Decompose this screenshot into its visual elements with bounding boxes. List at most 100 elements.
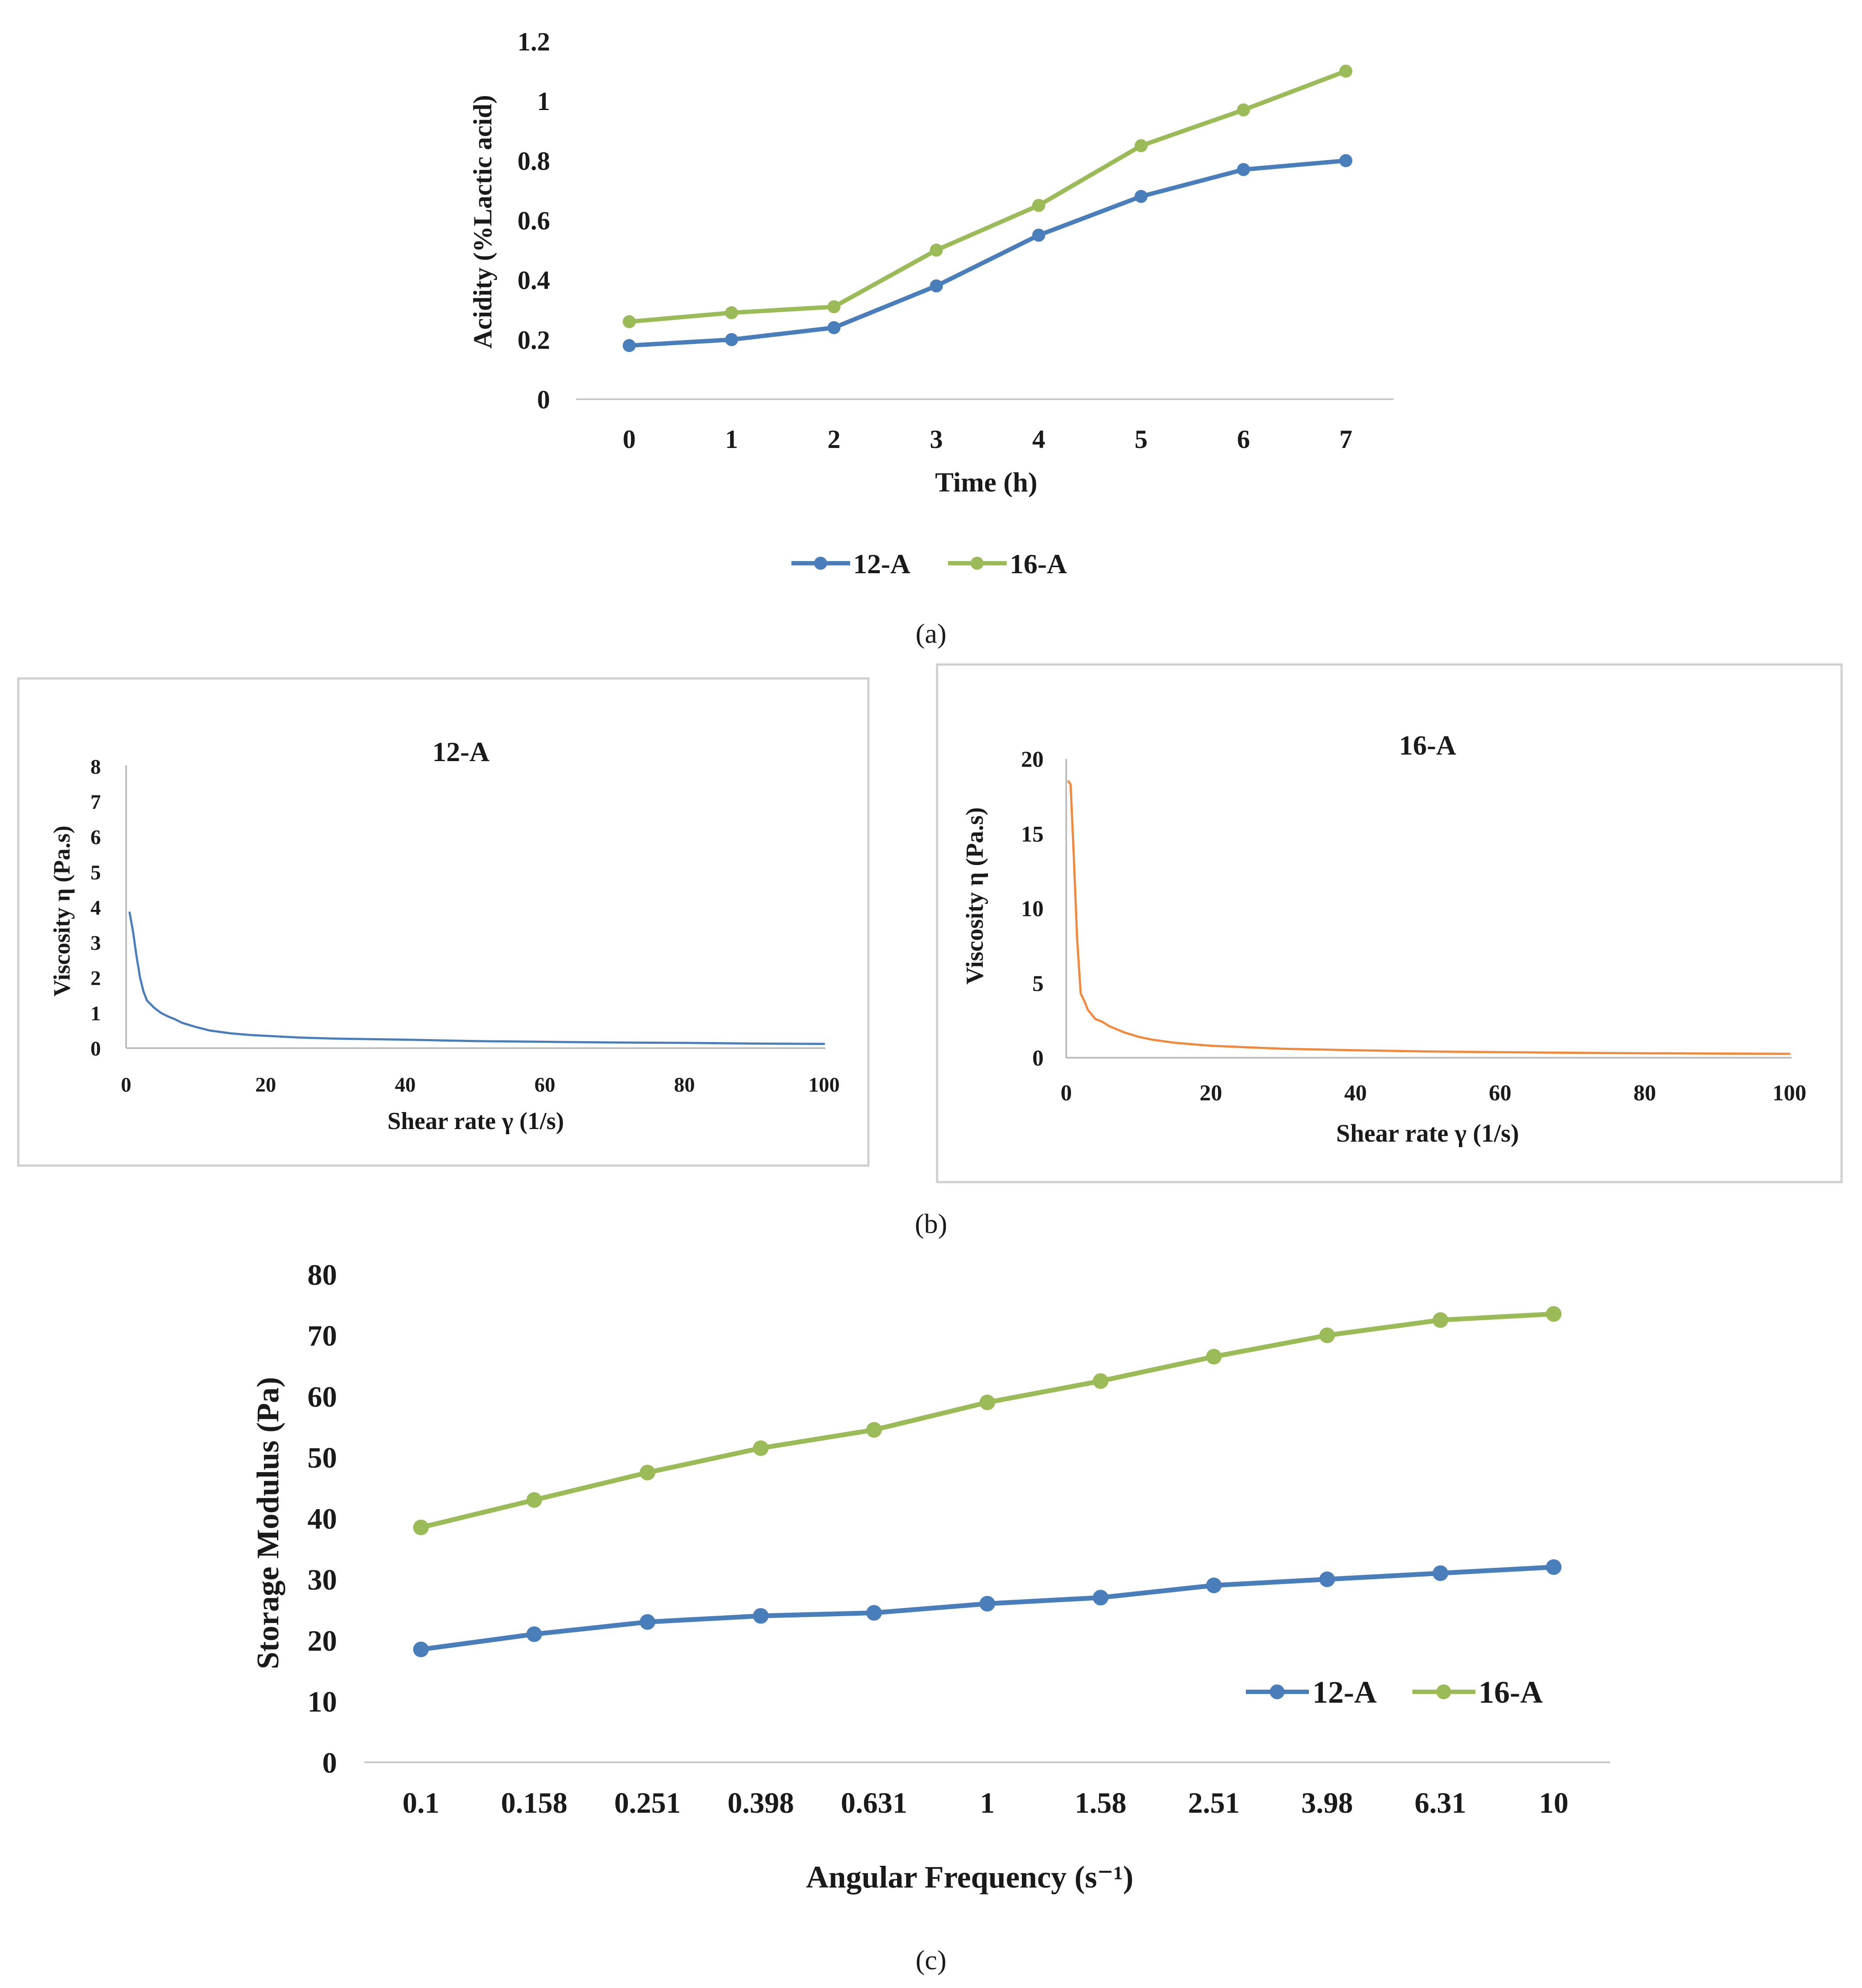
panel-c-y-axis-label: Storage Modulus (Pa) [250,1377,285,1669]
panel-b2-x-tick-40: 40 [1344,1081,1367,1106]
panel-a-x-tick-2: 2 [828,425,841,454]
panel-c-point-16-A-0-398 [753,1440,769,1456]
legend-marker-12-A [814,557,827,570]
panel-c-point-12-A-0-398 [753,1608,769,1624]
legend-label-12-A: 12-A [853,548,911,579]
panel-c-y-tick-0: 0 [322,1746,337,1779]
panel-c-point-16-A-6-31 [1432,1312,1448,1328]
panel-b2-x-tick-100: 100 [1772,1081,1806,1106]
panel-b2-y-tick-15: 15 [1021,822,1044,847]
panel-a-point-16-A-6 [1237,103,1250,117]
panel-b2-x-tick-0: 0 [1061,1081,1072,1106]
panel-b1-x-tick-40: 40 [395,1073,416,1096]
panel-c-series [413,1306,1562,1657]
panel-c-y-tick-60: 60 [307,1380,337,1413]
panel-c-point-16-A-0-158 [526,1492,542,1508]
panel-c-point-12-A-0-158 [526,1626,542,1642]
panel-c-x-tick-0-251: 0.251 [614,1786,681,1819]
panel-c-point-16-A-0-251 [640,1464,655,1480]
panel-b2-frame [936,663,1843,1183]
panel-c-point-12-A-6-31 [1432,1565,1448,1581]
panel-a-y-tick-0-6: 0.6 [517,207,550,235]
panel-b2-y-tick-0: 0 [1032,1046,1044,1071]
panel-a-legend: 12-A 16-A [791,548,1067,579]
panel-b2-curve-0 [1067,780,1791,1055]
panel-c-point-16-A-3-98 [1319,1327,1335,1343]
panel-c-point-16-A-2-51 [1206,1349,1222,1365]
panel-a-point-12-A-5 [1135,190,1148,203]
panel-a-x-tick-4: 4 [1032,425,1045,454]
panel-c-legend: 12-A 16-A [1246,1675,1543,1710]
panel-a-x-axis-label: Time (h) [935,467,1037,498]
panel-c-point-12-A-2-51 [1206,1577,1222,1594]
panel-b2-x-tick-20: 20 [1200,1081,1222,1106]
panel-a-point-12-A-2 [827,321,841,334]
panel-b1-x-axis-label: Shear rate γ (1/s) [387,1108,564,1135]
panel-b1-y-tick-5: 5 [90,861,101,884]
panel-a-y-axis-label: Acidity (%Lactic acid) [468,95,497,348]
legend-marker-16-A [1436,1684,1451,1699]
panel-c-point-16-A-1-58 [1093,1373,1108,1389]
panel-c-x-tick-0-158: 0.158 [501,1786,567,1819]
panel-c-y-tick-80: 80 [307,1258,337,1291]
panel-b1-x-tick-80: 80 [674,1073,695,1096]
panel-a-y-tick-labels: 0 0.2 0.4 0.6 0.8 1 1.2 [517,27,550,414]
panel-b1-series [128,911,825,1045]
panel-a-y-tick-0: 0 [537,385,550,414]
panel-c-y-tick-10: 10 [307,1685,337,1718]
panel-c-point-16-A-0-631 [866,1422,882,1438]
panel-c-x-tick-1: 1 [980,1786,995,1819]
panel-a-point-16-A-5 [1135,139,1148,153]
panel-a-point-16-A-4 [1032,199,1045,212]
panel-a-point-12-A-6 [1237,163,1250,176]
panel-b1-x-tick-20: 20 [255,1073,276,1096]
panel-b1-frame [17,677,870,1167]
panel-c-point-16-A-10 [1546,1306,1562,1322]
panel-b2-x-tick-60: 60 [1489,1081,1512,1106]
panel-c-x-tick-0-398: 0.398 [727,1786,794,1819]
panel-b2-x-axis-label: Shear rate γ (1/s) [1336,1119,1519,1147]
panel-a-x-tick-1: 1 [725,425,738,454]
panel-c-point-16-A-1 [979,1394,995,1410]
panel-c-x-axis-label: Angular Frequency (s⁻¹) [806,1860,1134,1894]
panel-b2-series [1067,780,1791,1055]
panel-c-x-tick-2-51: 2.51 [1188,1786,1240,1819]
legend-label-16-A: 16-A [1478,1675,1543,1710]
panel-b2-x-tick-80: 80 [1633,1081,1656,1106]
panel-b1-curve-0 [128,911,825,1045]
panel-a-point-16-A-2 [827,300,841,314]
panel-c-y-tick-40: 40 [307,1502,337,1535]
panel-a-series [623,64,1352,352]
panel-a-x-tick-labels: 0 1 2 3 4 5 6 7 [623,425,1352,454]
panel-b2-y-tick-10: 10 [1021,897,1044,922]
panel-a-x-tick-3: 3 [930,425,943,454]
panel-b1-x-tick-100: 100 [808,1073,840,1096]
panel-b2-y-tick-labels: 0 5 10 15 20 [1021,747,1044,1071]
panel-b1-y-axis-label: Viscosity η (Pa.s) [49,825,75,996]
legend-label-12-A: 12-A [1312,1675,1377,1710]
panel-c-y-tick-30: 30 [307,1563,337,1596]
panel-b1-x-tick-0: 0 [121,1073,131,1096]
panel-a-y-tick-1: 1 [537,87,550,116]
panel-a-point-12-A-4 [1032,228,1045,242]
panel-a-point-12-A-1 [725,333,738,346]
panel-a-point-16-A-3 [930,244,943,257]
panel-label-a: (a) [915,618,946,649]
panel-a-point-12-A-7 [1339,154,1352,167]
panel-a-x-tick-6: 6 [1237,425,1250,454]
panel-c-x-tick-3-98: 3.98 [1301,1786,1353,1819]
panel-b1-x-tick-60: 60 [534,1073,555,1096]
panel-c-point-12-A-3-98 [1319,1571,1335,1587]
panel-c-x-tick-1-58: 1.58 [1075,1786,1127,1819]
panel-c-y-tick-70: 70 [307,1319,337,1352]
panel-b1-y-tick-6: 6 [90,826,101,849]
panel-c-y-tick-50: 50 [307,1441,337,1474]
panel-b1-y-tick-0: 0 [90,1037,101,1060]
panel-b1-y-tick-3: 3 [90,932,101,955]
panel-b1-y-tick-4: 4 [90,896,101,919]
panel-c-x-tick-6-31: 6.31 [1415,1786,1466,1819]
panel-b2-chart: 16-A 0 5 10 15 20 0 20 40 60 80 100 Viscosity η (… [936,663,1843,1183]
panel-c-x-tick-labels: 0.1 0.158 0.251 0.398 0.631 1 1.58 2.51 3.98 6.31… [403,1786,1569,1819]
panel-a-x-tick-5: 5 [1135,425,1148,454]
